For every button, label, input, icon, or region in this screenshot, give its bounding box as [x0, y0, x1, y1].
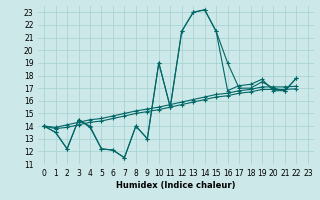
X-axis label: Humidex (Indice chaleur): Humidex (Indice chaleur): [116, 181, 236, 190]
